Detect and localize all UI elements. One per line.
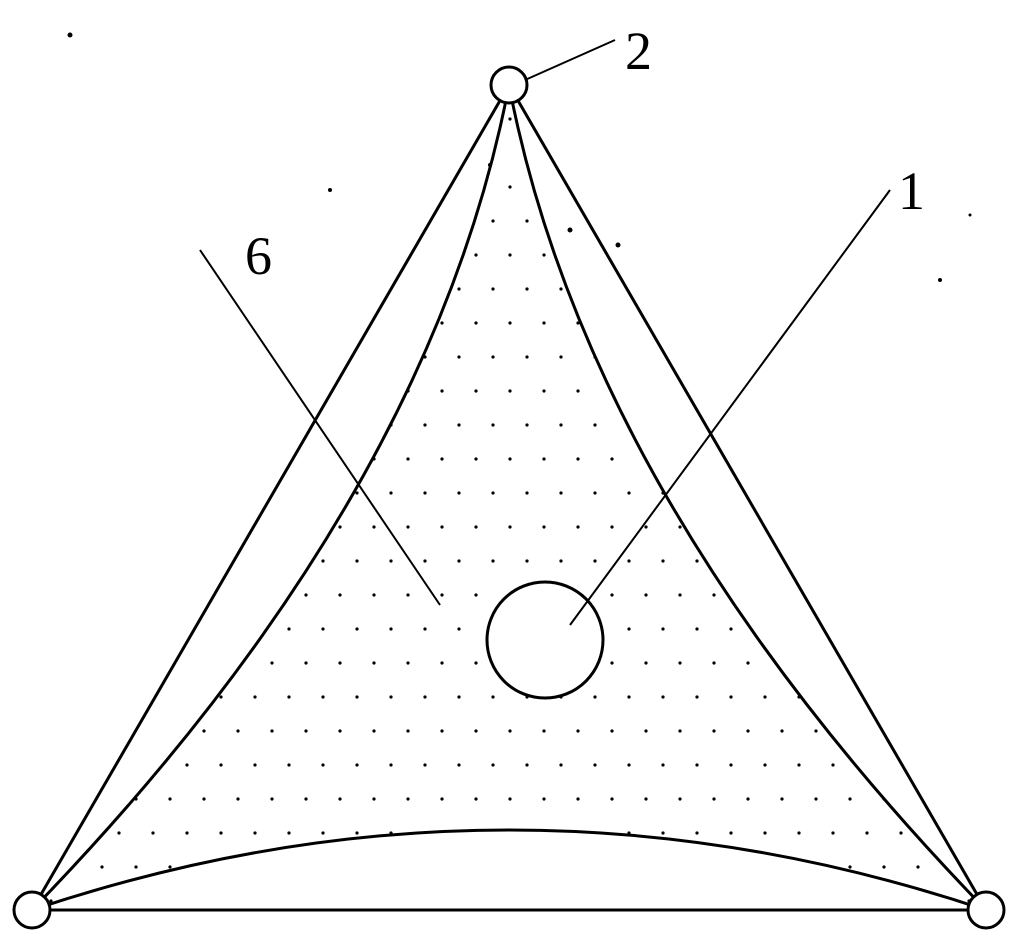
label-1: 1	[898, 160, 925, 222]
center-circle	[487, 582, 603, 698]
label-6: 6	[245, 225, 272, 287]
speckle-dot	[568, 228, 573, 233]
speckle-dot	[328, 188, 332, 192]
diagram-svg	[0, 0, 1018, 946]
label-2: 2	[625, 20, 652, 82]
diagram-root: 2 1 6	[0, 0, 1018, 946]
vertex-circle	[14, 892, 50, 928]
leader-2	[525, 40, 615, 80]
inner-concave-region	[32, 85, 986, 910]
speckle-dot	[68, 33, 73, 38]
speckle-dot	[938, 278, 942, 282]
speckle-dot	[488, 163, 492, 167]
vertex-circle	[491, 67, 527, 103]
speckle-dot	[616, 243, 621, 248]
vertex-circle	[968, 892, 1004, 928]
speckle-dot	[969, 214, 972, 217]
